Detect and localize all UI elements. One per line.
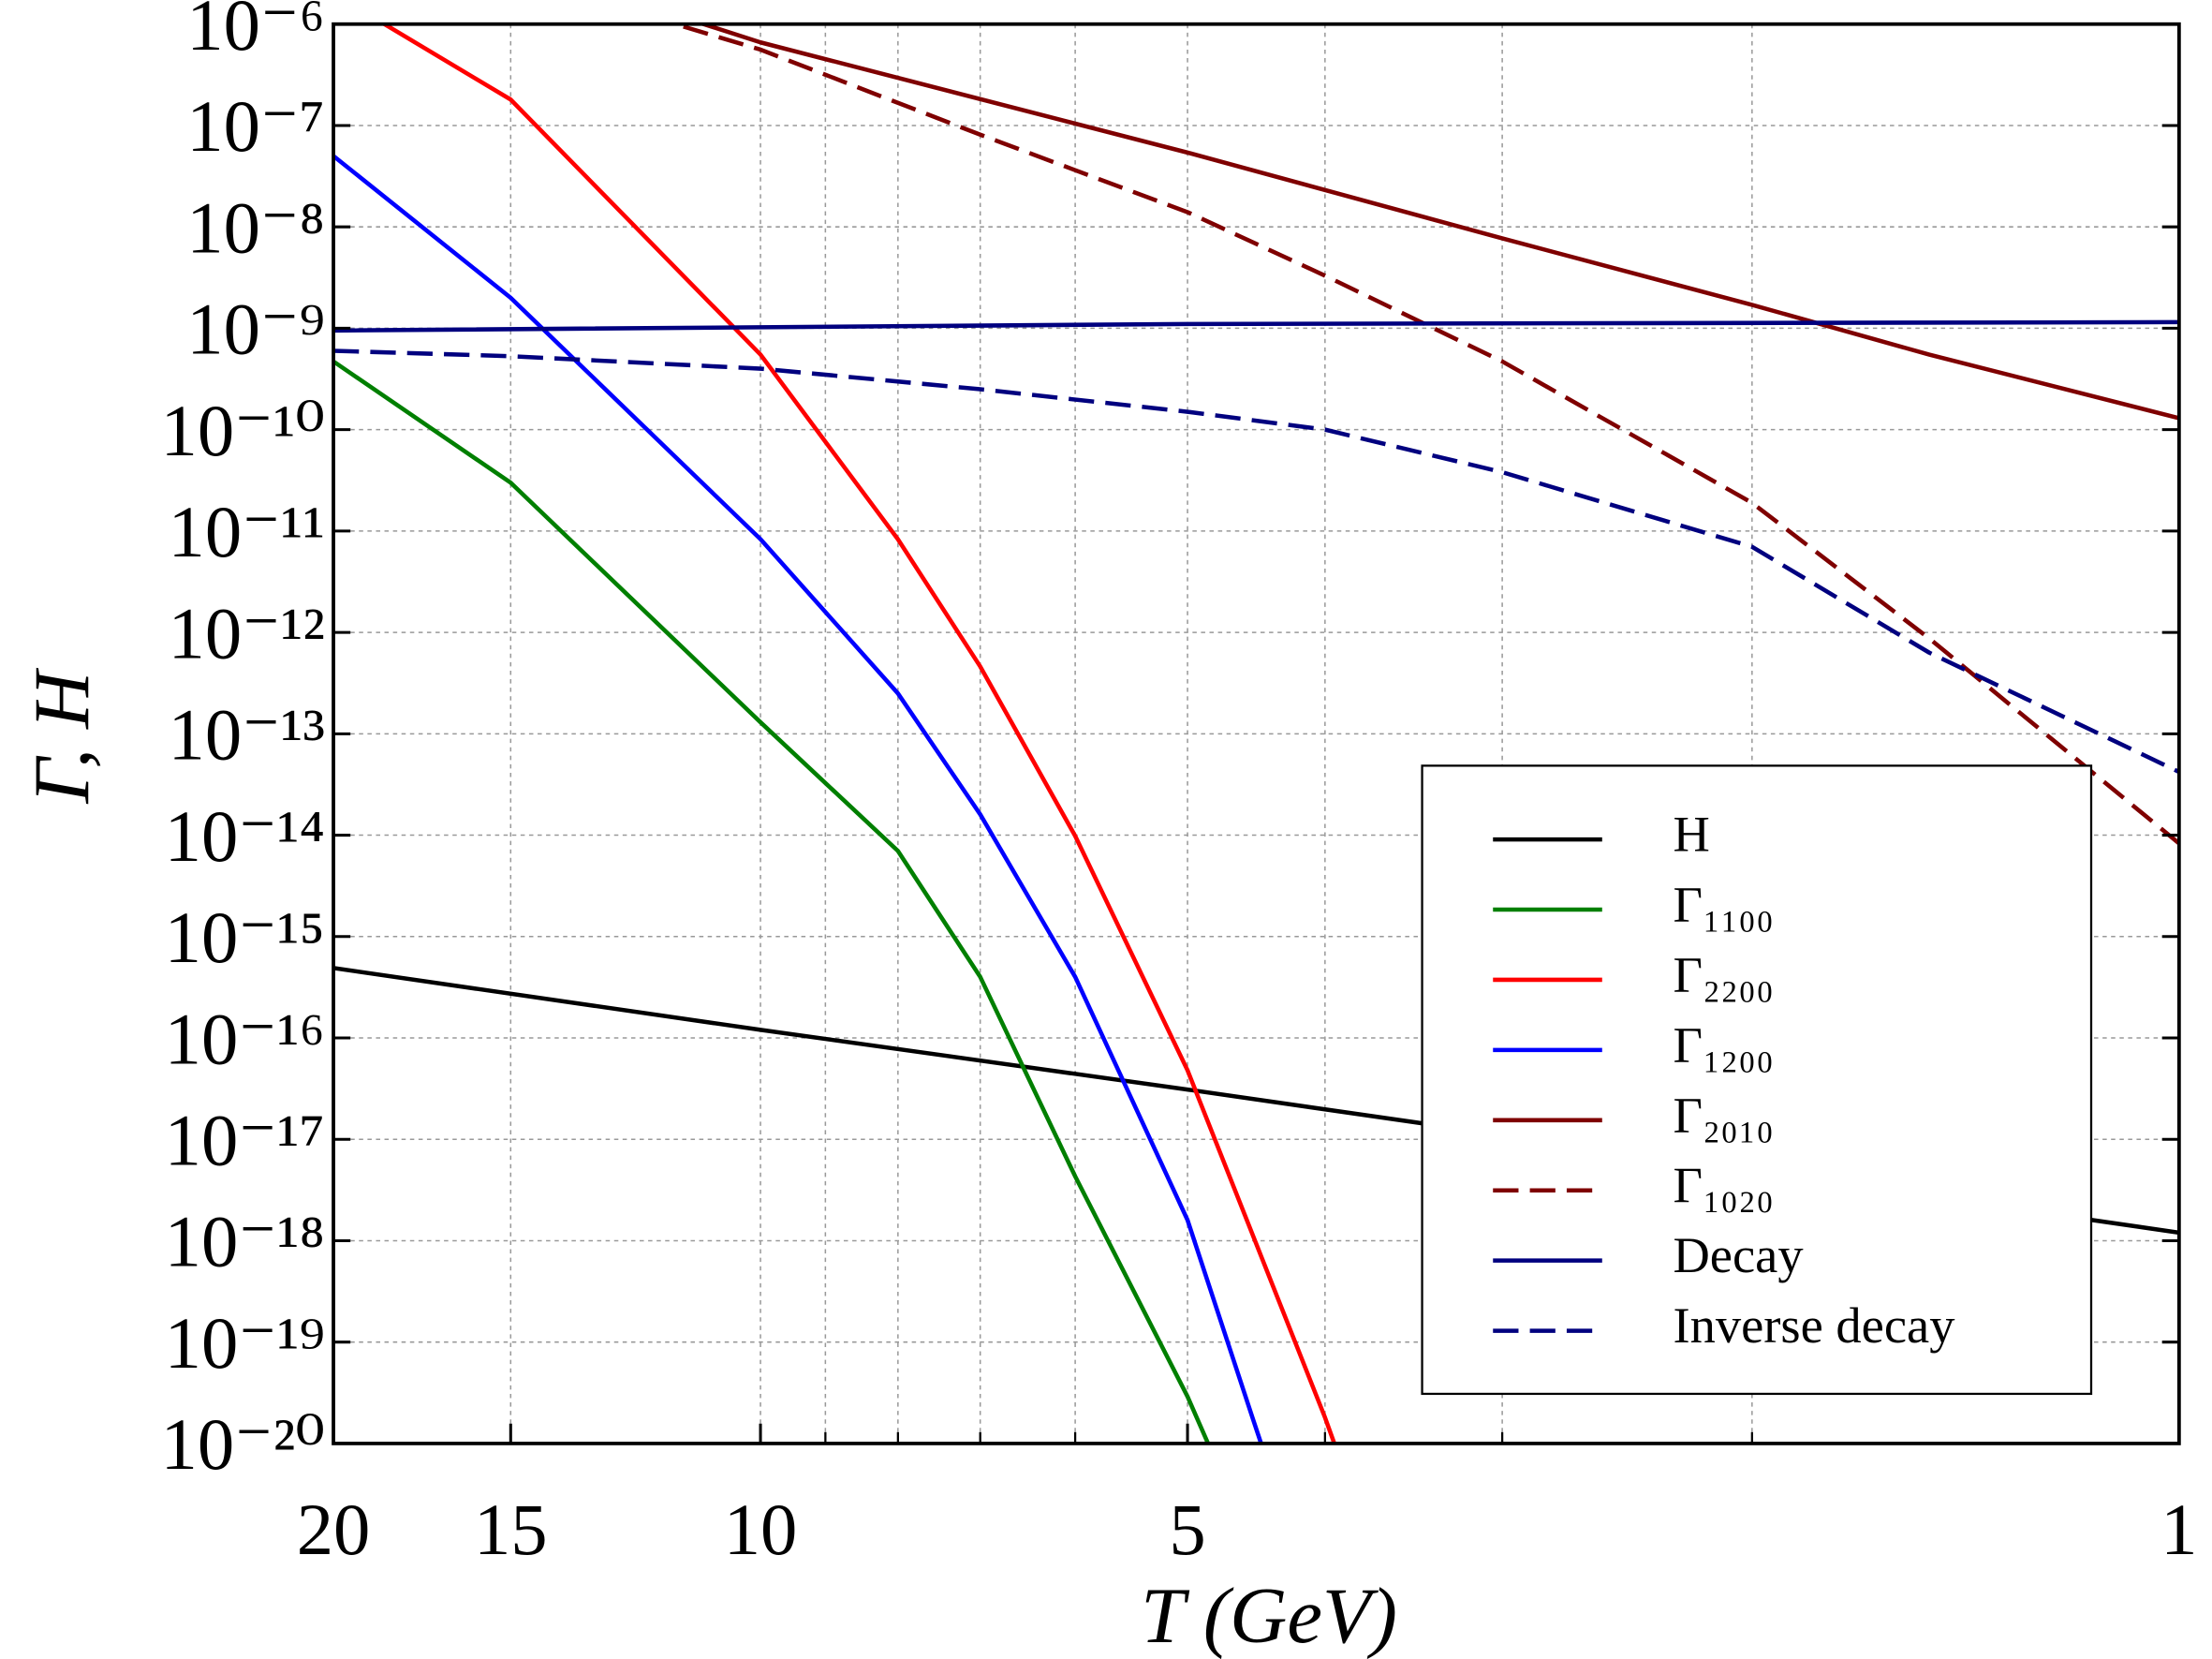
legend-box [1421,764,2093,1396]
legend-label: H [1673,806,1709,863]
y-tick-label: 10⁻⁸ [186,187,325,269]
x-tick-label: 15 [474,1489,548,1571]
legend: H Γ₁₁₀₀ Γ₂₂₀₀ Γ₁₂₀₀ Γ₂₀₁₀ Γ₁₀₂₀ Decay Inverse d… [1421,764,2093,1396]
legend-label: Γ₁₁₀₀ [1673,876,1773,933]
series-line [333,359,1211,1444]
y-tick-label: 10⁻¹² [169,593,325,674]
y-axis-label: Γ, H [18,667,106,805]
y-tick-label: 10⁻¹⁶ [165,999,325,1080]
y-tick-label: 10⁻¹³ [169,695,325,777]
y-tick-label: 10⁻²⁰ [161,1404,325,1486]
x-axis-label: T (GeV) [1141,1572,1397,1659]
y-tick-label: 10⁻⁹ [186,289,325,371]
x-tick-label: 10 [724,1489,798,1571]
legend-label: Decay [1673,1226,1804,1283]
y-tick-label: 10⁻¹⁰ [161,391,325,472]
y-tick-label: 10⁻¹⁴ [165,796,325,878]
y-tick-label: 10⁻¹⁵ [165,897,325,979]
series-line [696,23,2179,421]
legend-label: Γ₁₂₀₀ [1673,1015,1773,1073]
ticks: 10⁻⁶ 10⁻⁷ 10⁻⁸ 10⁻⁹ 10⁻¹⁰ 10⁻¹¹ 10⁻¹² 10⁻¹³ 10⁻¹… [161,0,2198,1571]
series-line [668,23,2179,846]
series-line [333,154,1264,1444]
legend-label: Γ₂₀₁₀ [1673,1086,1773,1143]
plot-lines [333,23,2179,1444]
legend-label: Inverse decay [1673,1296,1955,1354]
legend-label: Γ₂₂₀₀ [1673,945,1773,1002]
x-tick-label: 1 [2160,1489,2197,1571]
y-tick-label: 10⁻¹⁷ [165,1100,325,1181]
y-tick-label: 10⁻¹⁸ [165,1202,325,1283]
y-tick-label: 10⁻¹⁹ [165,1303,325,1385]
y-tick-label: 10⁻⁷ [186,86,325,168]
series-line [380,23,1337,1444]
y-tick-label: 10⁻¹¹ [169,492,325,573]
y-tick-label: 10⁻⁶ [186,0,325,67]
x-tick-label: 5 [1169,1489,1205,1571]
legend-label: Γ₁₀₂₀ [1673,1156,1773,1213]
x-tick-label: 20 [297,1489,371,1571]
series-line [333,348,2179,775]
series-line [333,319,2179,333]
